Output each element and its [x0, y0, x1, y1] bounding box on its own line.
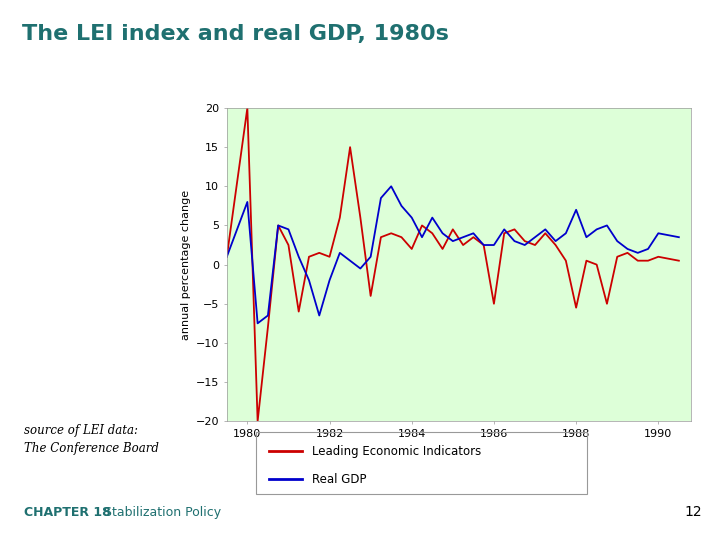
Real GDP [654, 230, 662, 237]
Real GDP [675, 234, 683, 240]
Real GDP [325, 277, 334, 284]
Leading Economic Indicators [438, 246, 447, 252]
Real GDP [510, 238, 519, 244]
Leading Economic Indicators [500, 230, 508, 237]
Leading Economic Indicators [336, 214, 344, 221]
Leading Economic Indicators [593, 261, 601, 268]
Real GDP [438, 230, 447, 237]
Real GDP [500, 226, 508, 233]
Real GDP [449, 238, 457, 244]
Real GDP [366, 254, 375, 260]
Real GDP [253, 320, 262, 327]
Leading Economic Indicators [624, 249, 632, 256]
Leading Economic Indicators [222, 254, 231, 260]
Leading Economic Indicators [377, 234, 385, 240]
Real GDP [408, 214, 416, 221]
Real GDP [387, 183, 395, 190]
Leading Economic Indicators [428, 230, 436, 237]
Leading Economic Indicators [490, 300, 498, 307]
Real GDP [222, 254, 231, 260]
Real GDP [531, 234, 539, 240]
Leading Economic Indicators [480, 242, 488, 248]
Real GDP [377, 195, 385, 201]
Real GDP [634, 249, 642, 256]
Real GDP [418, 234, 426, 240]
Leading Economic Indicators [408, 246, 416, 252]
Leading Economic Indicators [325, 254, 334, 260]
Leading Economic Indicators [459, 242, 467, 248]
Leading Economic Indicators [346, 144, 354, 151]
Leading Economic Indicators [582, 258, 590, 264]
Text: Real GDP: Real GDP [312, 474, 366, 487]
Leading Economic Indicators [521, 238, 529, 244]
Real GDP [552, 238, 560, 244]
Text: 12: 12 [685, 505, 702, 519]
Leading Economic Indicators [572, 305, 580, 311]
Real GDP [284, 226, 293, 233]
Real GDP [603, 222, 611, 229]
Real GDP [294, 254, 303, 260]
Leading Economic Indicators [634, 258, 642, 264]
Real GDP [397, 202, 406, 209]
Leading Economic Indicators [552, 242, 560, 248]
Leading Economic Indicators [315, 249, 323, 256]
Real GDP [541, 226, 549, 233]
Leading Economic Indicators [243, 105, 252, 111]
Leading Economic Indicators [274, 222, 282, 229]
Leading Economic Indicators [541, 230, 549, 237]
Text: CHAPTER 18: CHAPTER 18 [24, 507, 110, 519]
Real GDP [274, 222, 282, 229]
Leading Economic Indicators [397, 234, 406, 240]
Real GDP [346, 258, 354, 264]
Real GDP [469, 230, 477, 237]
Real GDP [644, 246, 652, 252]
Real GDP [613, 238, 621, 244]
Leading Economic Indicators [469, 234, 477, 240]
Leading Economic Indicators [603, 300, 611, 307]
Leading Economic Indicators [356, 214, 365, 221]
Text: Stabilization Policy: Stabilization Policy [92, 507, 221, 519]
Real GDP [336, 249, 344, 256]
Leading Economic Indicators [294, 308, 303, 315]
Real GDP [562, 230, 570, 237]
Leading Economic Indicators [264, 324, 272, 330]
Real GDP [521, 242, 529, 248]
Leading Economic Indicators [613, 254, 621, 260]
Real GDP [428, 214, 436, 221]
Real GDP [305, 277, 313, 284]
Real GDP [459, 234, 467, 240]
Real GDP [490, 242, 498, 248]
Y-axis label: annual percentage change: annual percentage change [181, 190, 192, 340]
Leading Economic Indicators [562, 258, 570, 264]
Real GDP [264, 312, 272, 319]
Line: Leading Economic Indicators: Leading Economic Indicators [227, 108, 679, 421]
Real GDP [480, 242, 488, 248]
Real GDP [356, 265, 365, 272]
Real GDP [243, 199, 252, 205]
Leading Economic Indicators [366, 293, 375, 299]
Leading Economic Indicators [644, 258, 652, 264]
Text: The LEI index and real GDP, 1980s: The LEI index and real GDP, 1980s [22, 24, 449, 44]
Leading Economic Indicators [449, 226, 457, 233]
Leading Economic Indicators [531, 242, 539, 248]
Text: Leading Economic Indicators: Leading Economic Indicators [312, 446, 481, 458]
Leading Economic Indicators [418, 222, 426, 229]
Leading Economic Indicators [305, 254, 313, 260]
Leading Economic Indicators [253, 418, 262, 424]
Leading Economic Indicators [654, 254, 662, 260]
Real GDP [582, 234, 590, 240]
Leading Economic Indicators [675, 258, 683, 264]
Text: source of LEI data:
The Conference Board: source of LEI data: The Conference Board [24, 424, 158, 455]
Line: Real GDP: Real GDP [227, 186, 679, 323]
Leading Economic Indicators [510, 226, 519, 233]
Real GDP [315, 312, 323, 319]
Leading Economic Indicators [284, 242, 293, 248]
Real GDP [593, 226, 601, 233]
Leading Economic Indicators [387, 230, 395, 237]
Real GDP [624, 246, 632, 252]
Real GDP [572, 207, 580, 213]
